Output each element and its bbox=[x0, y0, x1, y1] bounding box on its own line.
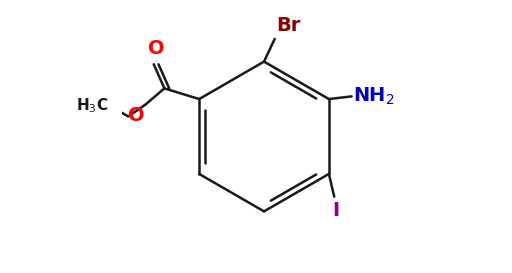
Text: I: I bbox=[332, 201, 339, 220]
Text: H$_3$C: H$_3$C bbox=[76, 96, 108, 115]
Text: O: O bbox=[127, 106, 144, 125]
Text: O: O bbox=[148, 38, 164, 58]
Text: NH$_2$: NH$_2$ bbox=[353, 86, 395, 107]
Text: Br: Br bbox=[276, 16, 301, 35]
